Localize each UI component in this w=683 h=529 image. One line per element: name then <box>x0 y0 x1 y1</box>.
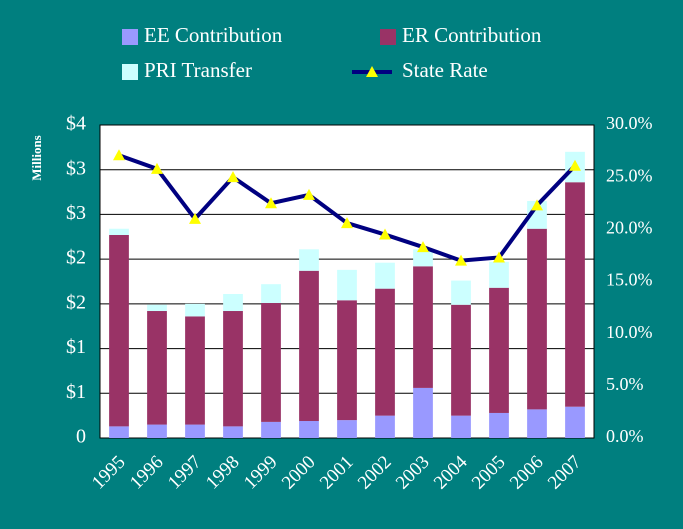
line-marker <box>569 159 581 171</box>
y-tick-label: $2 <box>66 247 86 269</box>
bar-segment <box>185 303 205 317</box>
bar-segment <box>527 201 547 229</box>
legend-swatch <box>380 29 396 45</box>
bar-segment <box>565 182 585 407</box>
bar-segment <box>451 304 471 416</box>
bar-segment <box>109 234 129 427</box>
line-marker <box>417 241 429 253</box>
bar-segment <box>147 311 167 425</box>
bar-segment <box>451 415 471 438</box>
line-marker <box>227 171 239 183</box>
y2-tick-label: 20.0% <box>606 217 653 237</box>
y2-tick-label: 15.0% <box>606 270 653 290</box>
y-tick-label: $3 <box>66 202 86 224</box>
bar-segment <box>337 300 357 421</box>
bar-segment <box>375 262 395 289</box>
bar-segment <box>147 424 167 438</box>
bar-segment <box>489 412 509 438</box>
bar-segment <box>375 288 395 416</box>
bar-segment <box>261 421 281 438</box>
line-marker <box>265 197 277 209</box>
legend-label: PRI Transfer <box>144 58 252 82</box>
bar-segment <box>223 311 243 427</box>
bar-segment <box>109 426 129 438</box>
y-tick-label: $1 <box>66 336 86 358</box>
line-marker <box>189 212 201 224</box>
bar-segment <box>337 269 357 301</box>
bar-segment <box>451 280 471 305</box>
bar-segment <box>147 304 167 312</box>
y-tick-label: $1 <box>66 381 86 403</box>
y-axis-label: Millions <box>29 135 44 181</box>
bar-segment <box>223 294 243 312</box>
bar-segment <box>261 284 281 303</box>
bar-segment <box>261 302 281 422</box>
bar-segment <box>527 228 547 410</box>
legend-marker <box>366 66 378 77</box>
bar-segment <box>299 270 319 422</box>
bar-segment <box>489 287 509 413</box>
y-tick-label: $4 <box>66 113 86 135</box>
bar-segment <box>109 228 129 235</box>
bar-segment <box>337 420 357 438</box>
y2-tick-label: 10.0% <box>606 322 653 342</box>
line-marker <box>113 149 125 161</box>
line-marker <box>531 199 543 211</box>
y2-tick-label: 25.0% <box>606 165 653 185</box>
y-tick-label: $3 <box>66 157 86 179</box>
legend-label: EE Contribution <box>144 23 283 47</box>
legend-label: ER Contribution <box>402 23 542 47</box>
legend-label: State Rate <box>402 58 488 82</box>
bar-segment <box>565 406 585 438</box>
bar-segment <box>413 249 433 267</box>
bar-segment <box>185 316 205 425</box>
bar-segment <box>299 421 319 438</box>
line-marker <box>151 162 163 174</box>
y-tick-label: $2 <box>66 291 86 313</box>
y2-tick-label: 30.0% <box>606 113 653 133</box>
y2-tick-label: 0.0% <box>606 426 644 446</box>
y2-tick-label: 5.0% <box>606 374 644 394</box>
legend-swatch <box>122 64 138 80</box>
line-marker <box>379 228 391 240</box>
legend-swatch <box>122 29 138 45</box>
line-marker <box>455 254 467 266</box>
bar-segment <box>489 261 509 288</box>
y-tick-label: 0 <box>76 426 86 448</box>
bar-segment <box>413 387 433 438</box>
bar-segment <box>299 249 319 271</box>
bar-segment <box>223 426 243 438</box>
line-marker <box>493 251 505 263</box>
bar-segment <box>375 415 395 438</box>
bar-segment <box>527 409 547 438</box>
line-marker <box>341 217 353 229</box>
bar-segment <box>185 424 205 438</box>
bar-segment <box>413 266 433 388</box>
line-marker <box>303 188 315 200</box>
